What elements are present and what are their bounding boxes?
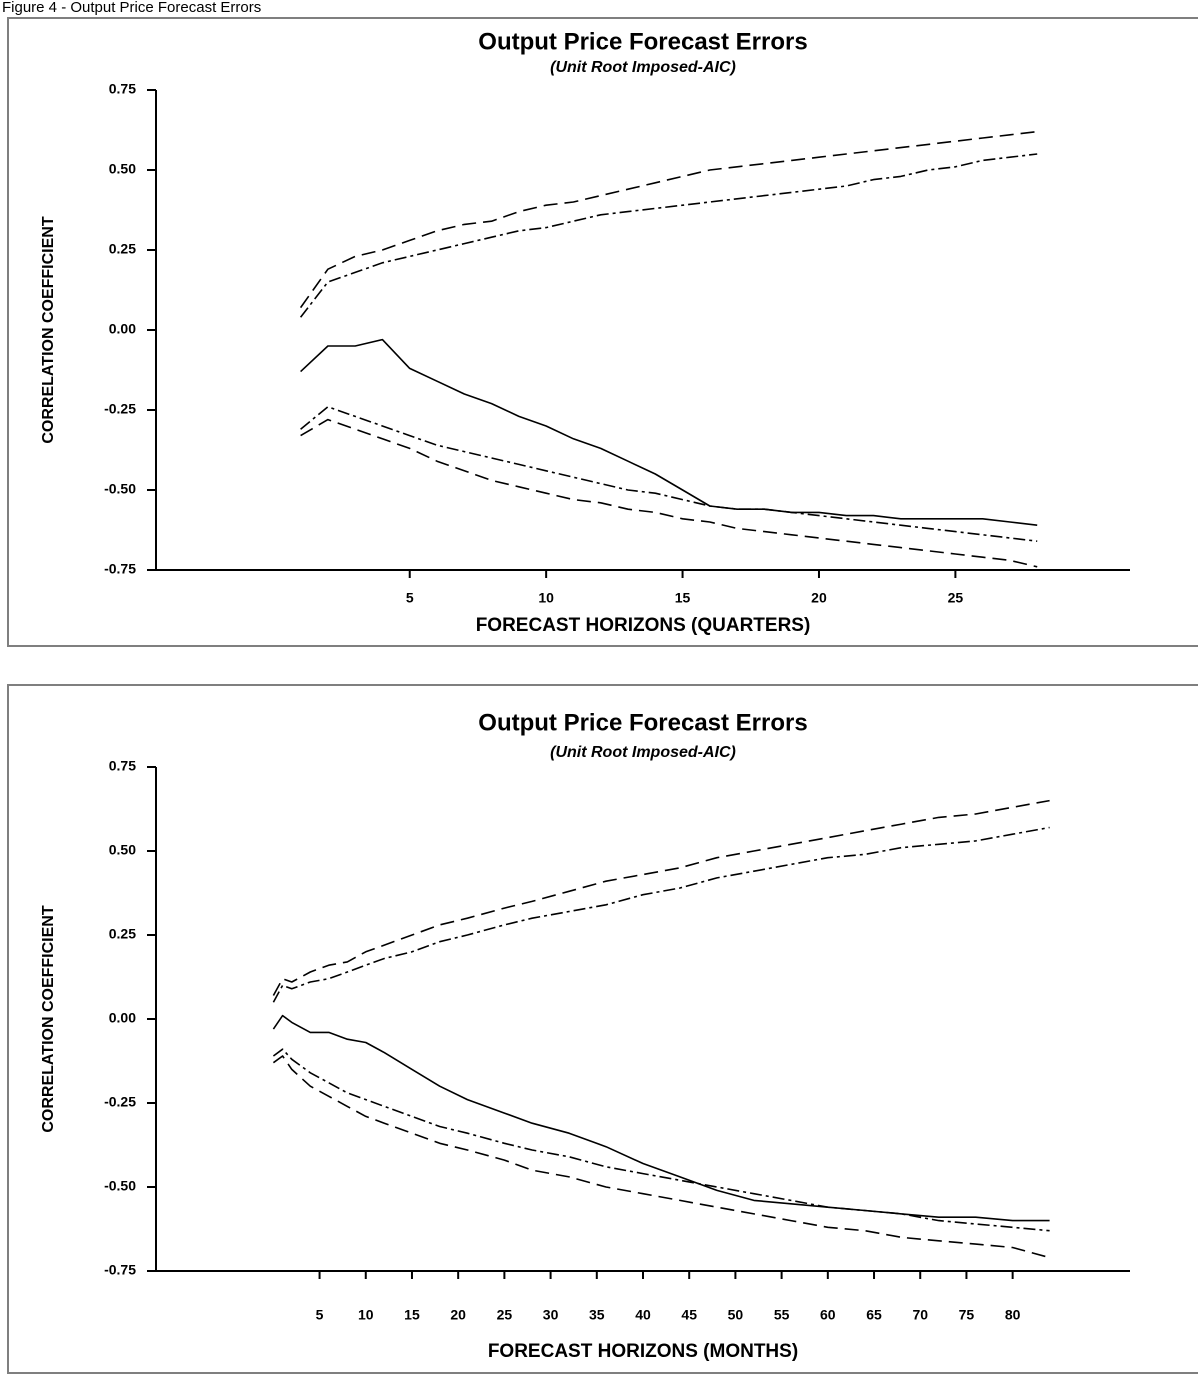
- y-tick-label: 0.75: [109, 81, 136, 97]
- y-tick-label: -0.25: [104, 1094, 136, 1110]
- x-tick-label: 10: [538, 590, 554, 606]
- x-tick-label: 5: [406, 590, 414, 606]
- x-tick-label: 65: [866, 1307, 882, 1323]
- x-tick-label: 55: [774, 1307, 790, 1323]
- series-line-dashed-2: [272, 799, 1050, 996]
- chart-panel-months: Output Price Forecast Errors (Unit Root I…: [7, 684, 1198, 1374]
- y-tick-label: -0.50: [104, 481, 136, 497]
- chart-subtitle: (Unit Root Imposed-AIC): [550, 744, 736, 761]
- y-axis-label: CORRELATION COEFFICIENT: [40, 905, 57, 1132]
- y-tick-label: 0.50: [109, 161, 136, 177]
- y-tick-label: 0.75: [109, 758, 136, 774]
- chart-subtitle: (Unit Root Imposed-AIC): [550, 59, 736, 76]
- x-tick-label: 80: [1005, 1307, 1021, 1323]
- x-tick-label: 20: [811, 590, 827, 606]
- series-line-dash-dot-1: [299, 153, 1038, 318]
- series-line-dash-dot-3: [272, 1048, 1050, 1232]
- chart-panel-quarters: Output Price Forecast Errors (Unit Root I…: [7, 17, 1198, 647]
- x-tick-label: 15: [404, 1307, 420, 1323]
- y-tick-label: -0.25: [104, 401, 136, 417]
- chart-title: Output Price Forecast Errors: [478, 28, 807, 55]
- chart-quarters: Output Price Forecast Errors (Unit Root I…: [40, 28, 1130, 636]
- x-tick-label: 25: [948, 590, 964, 606]
- x-tick-label: 5: [316, 1307, 324, 1323]
- series-line-dashed-2: [299, 130, 1038, 309]
- series-line-solid-0: [272, 1014, 1050, 1222]
- x-axis-label: FORECAST HORIZONS (MONTHS): [488, 1341, 798, 1362]
- x-tick-label: 60: [820, 1307, 836, 1323]
- y-tick-label: 0.00: [109, 1010, 136, 1026]
- x-axis-label: FORECAST HORIZONS (QUARTERS): [476, 615, 811, 636]
- y-tick-label: 0.00: [109, 321, 136, 337]
- series-line-dash-dot-1: [272, 826, 1050, 1003]
- x-tick-label: 25: [497, 1307, 513, 1323]
- x-tick-label: 75: [959, 1307, 975, 1323]
- y-tick-label: 0.25: [109, 926, 136, 942]
- y-tick-label: -0.50: [104, 1178, 136, 1194]
- series-line-solid-0: [300, 338, 1038, 526]
- chart-title: Output Price Forecast Errors: [478, 709, 807, 736]
- series-line-dash-dot-3: [300, 405, 1038, 542]
- x-tick-label: 10: [358, 1307, 374, 1323]
- y-tick-label: -0.75: [104, 1262, 136, 1278]
- chart-months: Output Price Forecast Errors (Unit Root I…: [40, 709, 1130, 1362]
- x-tick-label: 15: [675, 590, 691, 606]
- y-tick-label: 0.25: [109, 241, 136, 257]
- x-tick-label: 20: [450, 1307, 466, 1323]
- series-line-dashed-4: [272, 1055, 1050, 1259]
- x-tick-label: 30: [543, 1307, 559, 1323]
- x-tick-label: 40: [635, 1307, 651, 1323]
- x-tick-label: 35: [589, 1307, 605, 1323]
- y-axis-label: CORRELATION COEFFICIENT: [40, 216, 57, 443]
- x-tick-label: 70: [912, 1307, 928, 1323]
- series-line-dashed-4: [300, 418, 1038, 568]
- x-tick-label: 50: [728, 1307, 744, 1323]
- figure-caption: Figure 4 - Output Price Forecast Errors: [2, 0, 262, 16]
- y-tick-label: 0.50: [109, 842, 136, 858]
- x-tick-label: 45: [681, 1307, 697, 1323]
- y-tick-label: -0.75: [104, 561, 136, 577]
